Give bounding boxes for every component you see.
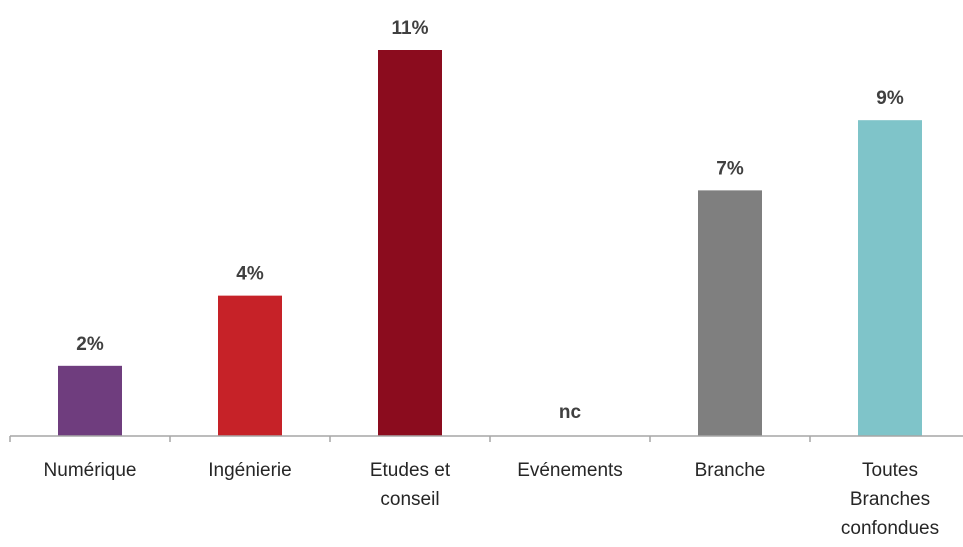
category-label: Evénements [517,460,623,481]
value-labels-group: 2% 4% 11% nc 7% 9% [76,18,904,423]
data-label: 11% [392,18,429,39]
data-label: 9% [876,88,904,109]
bar [698,190,762,436]
category-label: Toutes Branches confondues [841,460,939,539]
bar [218,295,282,436]
category-label: Etudes et conseil [370,460,451,510]
bars-group [58,50,922,436]
category-label: Numérique [44,460,137,481]
data-label: nc [559,402,582,423]
category-label: Branche [695,460,766,481]
category-labels-group: Numérique Ingénierie Etudes et conseil Evéne… [44,460,940,539]
x-axis-ticks [9,436,811,442]
bar [378,50,442,436]
data-label: 4% [236,264,264,285]
data-label: 2% [76,334,104,355]
bar [58,365,122,436]
category-label: Ingénierie [208,460,291,481]
bar [858,120,922,436]
data-label: 7% [716,158,744,179]
